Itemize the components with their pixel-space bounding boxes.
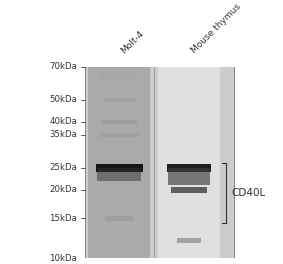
Text: 10kDa: 10kDa [49, 254, 77, 263]
Bar [99, 133, 139, 137]
Bar [85, 57, 234, 264]
Bar [97, 168, 141, 181]
Text: 25kDa: 25kDa [49, 163, 77, 172]
Text: 35kDa: 35kDa [49, 130, 77, 139]
Bar [101, 67, 138, 82]
Text: Molt-4: Molt-4 [119, 29, 145, 55]
Bar [158, 57, 220, 62]
Bar [85, 57, 234, 264]
Bar [167, 164, 211, 172]
Text: 15kDa: 15kDa [49, 214, 77, 223]
Text: Mouse thymus: Mouse thymus [189, 2, 242, 55]
Text: 70kDa: 70kDa [49, 62, 77, 71]
Text: 40kDa: 40kDa [49, 117, 77, 126]
Bar [105, 216, 134, 221]
Text: 50kDa: 50kDa [49, 95, 77, 104]
Text: CD40L: CD40L [232, 188, 266, 198]
Bar [88, 57, 150, 264]
Bar [88, 57, 150, 62]
Bar [158, 57, 220, 264]
Text: 20kDa: 20kDa [49, 185, 77, 194]
Bar [177, 238, 201, 243]
Bar [171, 187, 207, 193]
Bar [101, 120, 138, 124]
Bar [168, 168, 210, 185]
Bar [103, 98, 135, 102]
Bar [95, 164, 143, 172]
